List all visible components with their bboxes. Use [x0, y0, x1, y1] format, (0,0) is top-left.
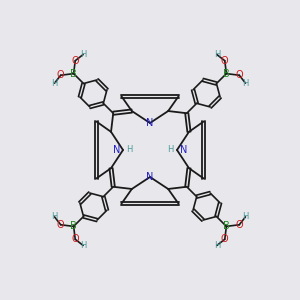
- Text: H: H: [80, 50, 86, 59]
- Text: B: B: [70, 69, 77, 79]
- Text: H: H: [242, 79, 249, 88]
- Text: B: B: [223, 221, 230, 231]
- Text: O: O: [236, 220, 243, 230]
- Text: O: O: [57, 220, 64, 230]
- Text: H: H: [51, 212, 58, 221]
- Text: N: N: [112, 145, 120, 155]
- Text: O: O: [221, 56, 229, 66]
- Text: H: H: [126, 146, 132, 154]
- Text: O: O: [236, 70, 243, 80]
- Text: N: N: [146, 118, 154, 128]
- Text: H: H: [214, 50, 220, 59]
- Text: O: O: [221, 234, 229, 244]
- Text: B: B: [70, 221, 77, 231]
- Text: O: O: [71, 56, 79, 66]
- Text: H: H: [51, 79, 58, 88]
- Text: O: O: [57, 70, 64, 80]
- Text: N: N: [180, 145, 188, 155]
- Text: H: H: [80, 241, 86, 250]
- Text: B: B: [223, 69, 230, 79]
- Text: H: H: [168, 146, 174, 154]
- Text: O: O: [71, 234, 79, 244]
- Text: H: H: [214, 241, 220, 250]
- Text: H: H: [242, 212, 249, 221]
- Text: N: N: [146, 172, 154, 182]
